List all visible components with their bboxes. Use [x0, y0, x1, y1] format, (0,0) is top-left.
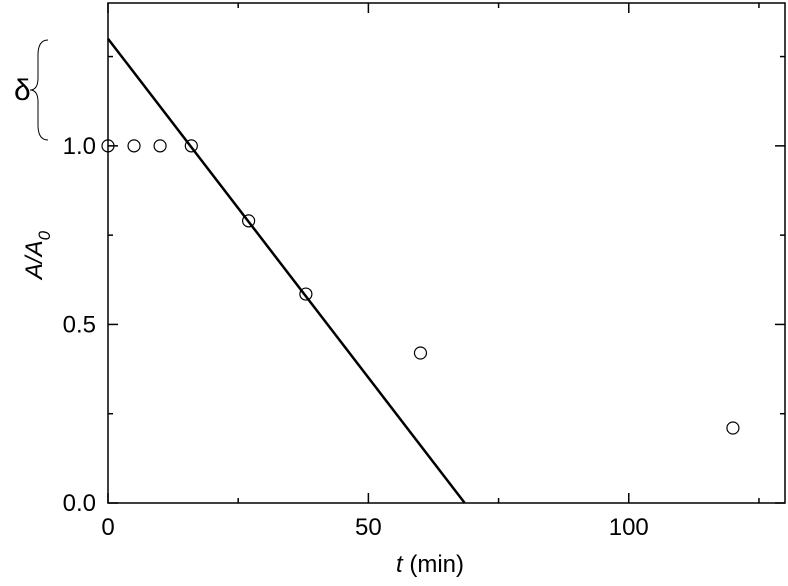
y-axis-label: A/A0 [21, 230, 54, 281]
annotation: δ [14, 74, 31, 107]
y-label-sub: 0 [35, 230, 54, 240]
y-tick-label: 1.0 [63, 133, 96, 160]
data-point [299, 287, 313, 301]
x-label-unit: (min) [409, 551, 464, 578]
brace [29, 39, 49, 141]
data-point [413, 346, 428, 360]
data-point [242, 214, 256, 228]
x-tick-label: 50 [355, 514, 382, 541]
data-point [153, 139, 167, 153]
data-point [184, 139, 198, 153]
x-tick-label: 100 [609, 514, 649, 541]
x-tick-label: 0 [101, 514, 114, 541]
plot-frame [107, 2, 786, 504]
data-point [127, 139, 141, 153]
y-tick-label: 0.0 [63, 490, 96, 517]
y-tick-label: 0.5 [63, 311, 96, 338]
x-label-var: t [396, 551, 404, 578]
data-point [101, 139, 115, 153]
fit-line [107, 37, 466, 504]
data-point [726, 421, 740, 435]
x-axis-label: t (min) [396, 551, 464, 578]
y-label-main: A/A [21, 240, 48, 281]
